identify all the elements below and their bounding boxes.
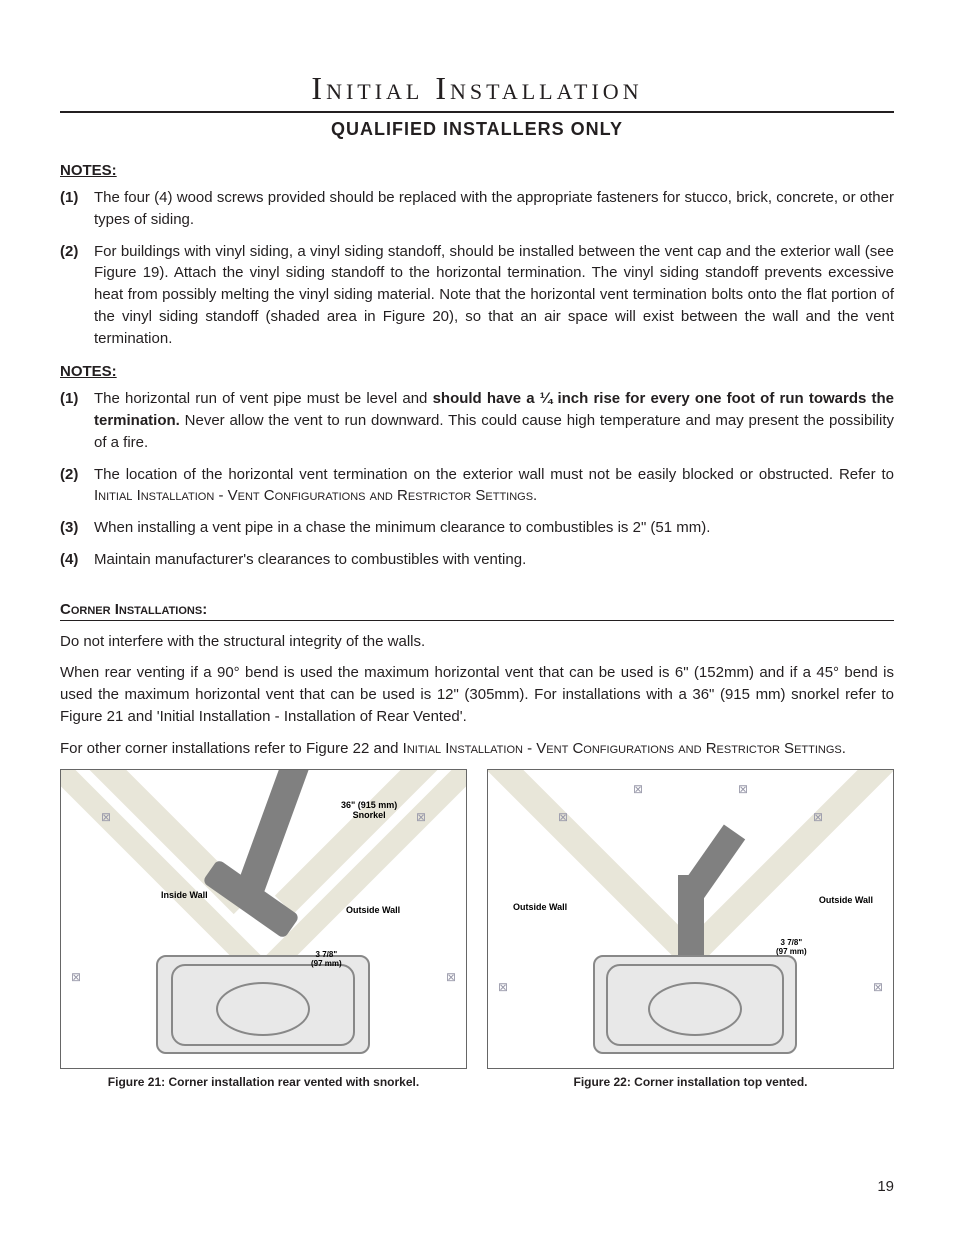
note-number: (3): [60, 517, 94, 539]
corner-p3-lead: For other corner installations refer to …: [60, 740, 403, 757]
corner-para-1: Do not interfere with the structural int…: [60, 631, 894, 653]
note-number: (2): [60, 241, 94, 350]
label-outside-wall: Outside Wall: [346, 905, 400, 915]
notes-list-2: (1) The horizontal run of vent pipe must…: [60, 388, 894, 570]
note-number: (4): [60, 549, 94, 571]
corner-heading: Corner Installations:: [60, 601, 894, 621]
note-smallcaps: Initial Installation - Vent Configuratio…: [94, 487, 537, 504]
note-text: For buildings with vinyl siding, a vinyl…: [94, 241, 894, 350]
note-post: Never allow the vent to run downward. Th…: [94, 412, 894, 451]
note-item: (2) The location of the horizontal vent …: [60, 464, 894, 508]
figure-21-caption: Figure 21: Corner installation rear vent…: [60, 1075, 467, 1091]
page-subtitle: QUALIFIED INSTALLERS ONLY: [60, 119, 894, 140]
note-number: (1): [60, 388, 94, 453]
label-dim: 3 7/8" (97 mm): [311, 950, 342, 968]
title-rule: [60, 111, 894, 113]
label-outside-r: Outside Wall: [819, 895, 873, 905]
note-item: (2) For buildings with vinyl siding, a v…: [60, 241, 894, 350]
figures-row: ⊠⊠ ⊠⊠ 36" (915 mm) Snorkel Inside Wall O…: [60, 769, 894, 1091]
page-number: 19: [877, 1178, 894, 1195]
note-text: The horizontal run of vent pipe must be …: [94, 388, 894, 453]
note-text: Maintain manufacturer's clearances to co…: [94, 549, 894, 571]
figure-22-diagram: ⊠⊠ ⊠⊠ ⊠⊠ Outside Wall Outside Wall 3 7/8…: [487, 769, 894, 1069]
notes-heading-2: NOTES:: [60, 363, 894, 380]
note-number: (2): [60, 464, 94, 508]
label-outside-l: Outside Wall: [513, 902, 567, 912]
label-inside-wall: Inside Wall: [161, 890, 208, 900]
corner-p3-smallcaps: Initial Installation - Vent Configuratio…: [403, 740, 846, 757]
note-item: (4) Maintain manufacturer's clearances t…: [60, 549, 894, 571]
note-text: The four (4) wood screws provided should…: [94, 187, 894, 231]
note-item: (1) The four (4) wood screws provided sh…: [60, 187, 894, 231]
corner-para-2: When rear venting if a 90° bend is used …: [60, 662, 894, 727]
corner-para-3: For other corner installations refer to …: [60, 738, 894, 760]
label-dim: 3 7/8" (97 mm): [776, 938, 807, 956]
figure-21: ⊠⊠ ⊠⊠ 36" (915 mm) Snorkel Inside Wall O…: [60, 769, 467, 1091]
note-number: (1): [60, 187, 94, 231]
notes-list-1: (1) The four (4) wood screws provided sh…: [60, 187, 894, 349]
notes-heading-1: NOTES:: [60, 162, 894, 179]
label-snorkel: 36" (915 mm) Snorkel: [341, 800, 397, 820]
note-text: When installing a vent pipe in a chase t…: [94, 517, 894, 539]
note-text: The location of the horizontal vent term…: [94, 464, 894, 508]
note-pre: The horizontal run of vent pipe must be …: [94, 390, 433, 407]
note-item: (1) The horizontal run of vent pipe must…: [60, 388, 894, 453]
note-item: (3) When installing a vent pipe in a cha…: [60, 517, 894, 539]
figure-21-diagram: ⊠⊠ ⊠⊠ 36" (915 mm) Snorkel Inside Wall O…: [60, 769, 467, 1069]
figure-22: ⊠⊠ ⊠⊠ ⊠⊠ Outside Wall Outside Wall 3 7/8…: [487, 769, 894, 1091]
figure-22-caption: Figure 22: Corner installation top vente…: [487, 1075, 894, 1091]
page-title: Initial Installation: [60, 70, 894, 107]
note-pre: The location of the horizontal vent term…: [94, 466, 894, 483]
page: Initial Installation QUALIFIED INSTALLER…: [0, 0, 954, 1235]
